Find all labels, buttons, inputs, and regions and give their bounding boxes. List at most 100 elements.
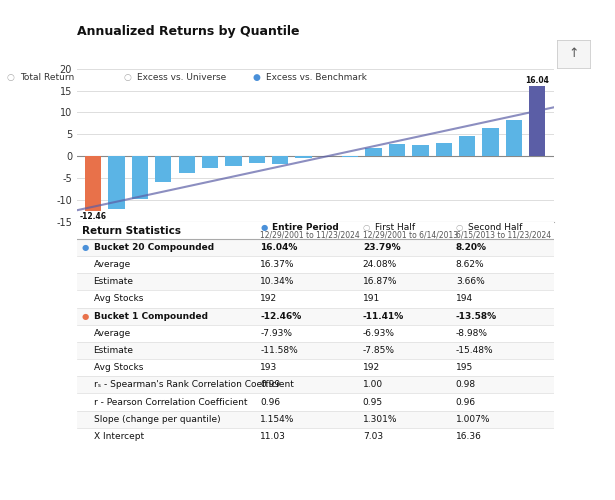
Bar (77, 308, 554, 325)
Text: -11.58%: -11.58% (260, 346, 298, 355)
Bar (108, 156, 125, 208)
Text: 24.08%: 24.08% (363, 260, 397, 269)
Text: Total Return: Total Return (20, 73, 74, 82)
Text: Average: Average (93, 260, 131, 269)
Text: ↑: ↑ (568, 48, 579, 60)
Bar (389, 144, 405, 156)
Text: -11.41%: -11.41% (363, 312, 404, 320)
Text: ○: ○ (456, 224, 463, 232)
Text: -12.46%: -12.46% (260, 312, 301, 320)
Bar (459, 136, 475, 156)
Text: 1.007%: 1.007% (456, 414, 490, 424)
Text: 16.04: 16.04 (525, 76, 549, 84)
Text: 1.301%: 1.301% (363, 414, 397, 424)
Text: ●: ● (82, 243, 89, 252)
Text: 16.36: 16.36 (456, 432, 482, 441)
Text: 0.96: 0.96 (260, 398, 280, 406)
Text: 0.99: 0.99 (260, 380, 280, 390)
Text: -7.85%: -7.85% (363, 346, 395, 355)
Text: ○: ○ (123, 73, 131, 82)
Text: -12.46: -12.46 (80, 212, 107, 221)
Text: Slope (change per quantile): Slope (change per quantile) (93, 414, 220, 424)
Text: 10.34%: 10.34% (260, 278, 295, 286)
Text: 193: 193 (260, 363, 277, 372)
Text: 16.37%: 16.37% (260, 260, 295, 269)
Bar (178, 156, 195, 173)
Text: Annualized Returns by Quantile: Annualized Returns by Quantile (77, 25, 300, 38)
Text: -8.98%: -8.98% (456, 329, 488, 338)
Text: 1.154%: 1.154% (260, 414, 295, 424)
Bar (342, 156, 359, 157)
Bar (202, 156, 218, 168)
Text: 8.20%: 8.20% (456, 243, 487, 252)
Text: 1.00: 1.00 (363, 380, 383, 390)
Text: ●: ● (82, 312, 89, 320)
Bar (272, 156, 288, 164)
Text: 7.03: 7.03 (363, 432, 383, 441)
Text: 191: 191 (363, 294, 380, 304)
Text: Bucket 20 Compounded: Bucket 20 Compounded (93, 243, 213, 252)
Text: First Half: First Half (375, 224, 415, 232)
Bar (435, 143, 452, 156)
Text: -13.58%: -13.58% (456, 312, 497, 320)
Bar (77, 290, 554, 308)
Bar (482, 128, 499, 156)
Bar (77, 394, 554, 410)
Bar (77, 359, 554, 376)
Bar (248, 156, 265, 162)
Text: -7.93%: -7.93% (260, 329, 292, 338)
Bar (506, 120, 522, 156)
Text: 0.98: 0.98 (456, 380, 476, 390)
Text: 195: 195 (456, 363, 473, 372)
Text: 23.79%: 23.79% (363, 243, 400, 252)
Text: Excess vs. Benchmark: Excess vs. Benchmark (266, 73, 367, 82)
Bar (225, 156, 242, 166)
Text: ●: ● (252, 73, 260, 82)
Bar (132, 156, 148, 199)
Text: Return Statistics: Return Statistics (82, 226, 181, 236)
Text: -6.93%: -6.93% (363, 329, 395, 338)
Text: Second Half: Second Half (468, 224, 522, 232)
Text: ○: ○ (6, 73, 14, 82)
Text: 192: 192 (363, 363, 380, 372)
Text: Avg Stocks: Avg Stocks (93, 294, 143, 304)
Text: 0.95: 0.95 (363, 398, 383, 406)
Text: ●: ● (260, 224, 268, 232)
Bar (77, 273, 554, 290)
Bar (85, 156, 101, 210)
Bar (529, 86, 546, 156)
Text: r - Pearson Correlation Coefficient: r - Pearson Correlation Coefficient (93, 398, 247, 406)
Bar (77, 222, 554, 239)
Bar (77, 239, 554, 256)
Text: 12/29/2001 to 11/23/2024: 12/29/2001 to 11/23/2024 (260, 230, 360, 239)
Text: Estimate: Estimate (93, 346, 133, 355)
Bar (77, 256, 554, 273)
Bar (77, 376, 554, 394)
Text: ○: ○ (363, 224, 370, 232)
Text: 192: 192 (260, 294, 277, 304)
Bar (77, 410, 554, 428)
Text: Bucket 1 Compounded: Bucket 1 Compounded (93, 312, 207, 320)
Bar (295, 156, 312, 158)
Bar (155, 156, 172, 182)
Text: Avg Stocks: Avg Stocks (93, 363, 143, 372)
Text: 12/29/2001 to 6/14/2013: 12/29/2001 to 6/14/2013 (363, 230, 458, 239)
Text: Excess vs. Universe: Excess vs. Universe (137, 73, 226, 82)
Text: 11.03: 11.03 (260, 432, 286, 441)
Bar (77, 325, 554, 342)
Text: 16.04%: 16.04% (260, 243, 298, 252)
Text: Estimate: Estimate (93, 278, 133, 286)
Text: rₛ - Spearman's Rank Correlation Coefficient: rₛ - Spearman's Rank Correlation Coeffic… (93, 380, 293, 390)
Text: 8.62%: 8.62% (456, 260, 485, 269)
Text: Entire Period: Entire Period (272, 224, 339, 232)
Text: 3.66%: 3.66% (456, 278, 485, 286)
Bar (258, 222, 360, 445)
Bar (412, 145, 429, 156)
Text: Average: Average (93, 329, 131, 338)
Text: 194: 194 (456, 294, 473, 304)
Bar (77, 428, 554, 445)
Text: 16.87%: 16.87% (363, 278, 397, 286)
Text: 0.96: 0.96 (456, 398, 476, 406)
Text: 6/15/2013 to 11/23/2024: 6/15/2013 to 11/23/2024 (456, 230, 551, 239)
Text: -15.48%: -15.48% (456, 346, 493, 355)
